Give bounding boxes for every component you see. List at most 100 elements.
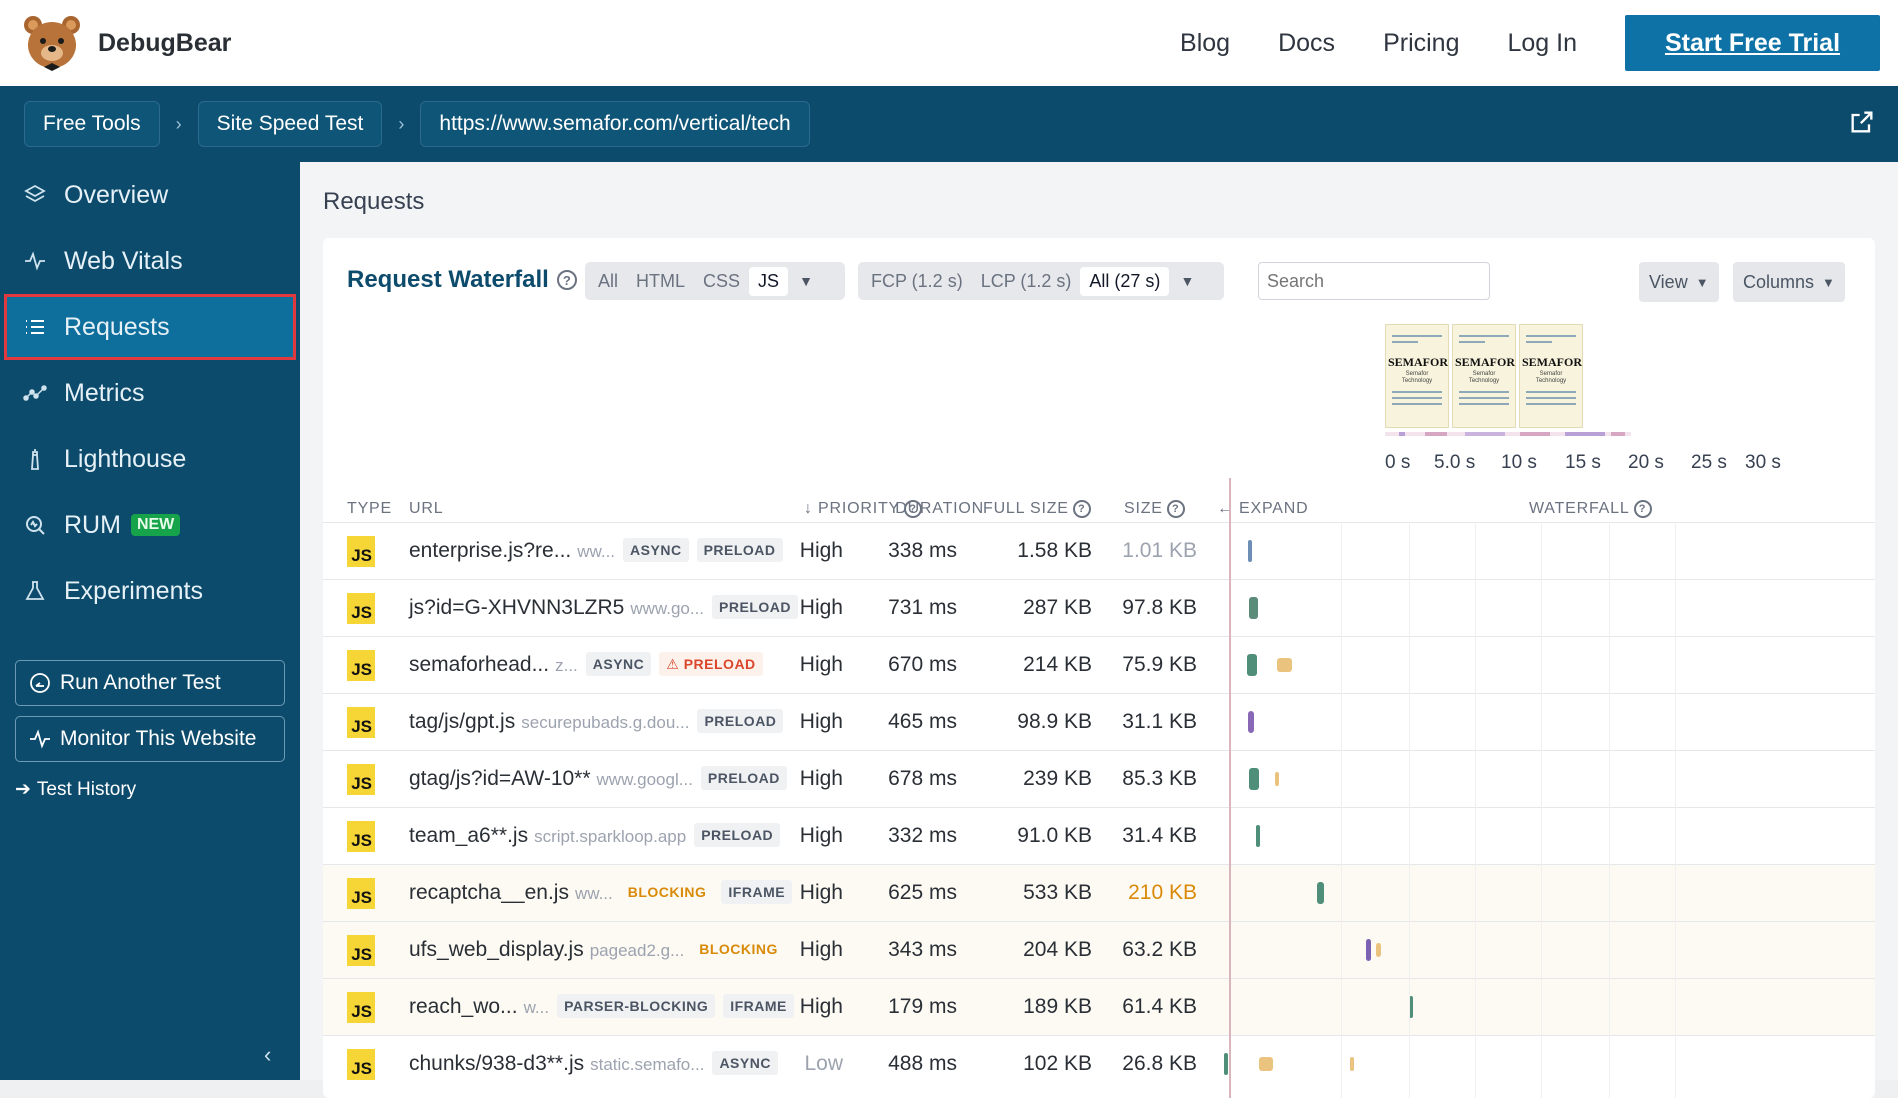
waterfall-bar[interactable]: [1376, 943, 1382, 957]
waterfall-bar[interactable]: [1274, 772, 1279, 786]
table-row[interactable]: JS recaptcha__en.js ww... BLOCKING IFRAME Hig…: [323, 864, 1875, 921]
time-filter: FCP (1.2 s) LCP (1.2 s) All (27 s) ▼: [858, 262, 1224, 300]
waterfall-bar[interactable]: [1259, 1057, 1274, 1071]
request-url[interactable]: team_a6**.js script.sparkloop.app PRELOAD: [409, 823, 781, 848]
waterfall-bar[interactable]: [1223, 1053, 1228, 1075]
breadcrumb-site-speed-test[interactable]: Site Speed Test: [197, 101, 383, 147]
time-axis-tick: 25 s: [1691, 452, 1727, 473]
request-host: static.semafo...: [590, 1055, 705, 1074]
request-priority: High: [799, 653, 843, 676]
request-url[interactable]: ufs_web_display.js pagead2.g... BLOCKING: [409, 938, 785, 962]
help-icon[interactable]: ?: [1166, 500, 1185, 518]
breadcrumb-tested-url[interactable]: https://www.semafor.com/vertical/tech: [420, 101, 810, 147]
waterfall-bar[interactable]: [1316, 882, 1325, 904]
request-duration: 488 ms: [888, 1052, 957, 1075]
nav-blog-link[interactable]: Blog: [1180, 28, 1231, 57]
request-url[interactable]: enterprise.js?re... ww... ASYNC PRELOAD: [409, 538, 783, 563]
collapse-sidebar-button[interactable]: ‹: [264, 1042, 272, 1067]
request-url[interactable]: reach_wo... w... PARSER-BLOCKING IFRAME: [409, 994, 794, 1019]
expand-waterfall-button[interactable]: ← EXPAND: [1217, 500, 1309, 517]
help-icon[interactable]: ?: [1633, 500, 1652, 518]
table-row[interactable]: JS chunks/938-d3**.js static.semafo... ASYN…: [323, 1035, 1875, 1092]
sidebar-item-metrics[interactable]: Metrics: [0, 360, 300, 426]
col-type[interactable]: TYPE: [347, 500, 392, 517]
new-badge: NEW: [130, 514, 181, 536]
start-free-trial-button[interactable]: Start Free Trial: [1625, 15, 1880, 71]
table-row[interactable]: JS tag/js/gpt.js securepubads.g.dou... PREL…: [323, 693, 1875, 750]
request-url[interactable]: js?id=G-XHVNN3LZR5 www.go... PRELOAD: [409, 595, 798, 620]
filmstrip-frame[interactable]: SEMAFOR Semafor Technology: [1385, 324, 1449, 428]
nav-pricing-link[interactable]: Pricing: [1383, 28, 1460, 57]
request-url[interactable]: tag/js/gpt.js securepubads.g.dou... PRELOA…: [409, 709, 784, 734]
table-row[interactable]: JS js?id=G-XHVNN3LZR5 www.go... PRELOAD High…: [323, 579, 1875, 636]
filter-all-time[interactable]: All (27 s): [1080, 266, 1170, 296]
sidebar-item-rum[interactable]: RUM NEW: [0, 492, 300, 558]
sidebar-item-requests[interactable]: Requests: [4, 294, 296, 360]
waterfall-bar[interactable]: [1409, 996, 1414, 1018]
sidebar-item-lighthouse[interactable]: Lighthouse: [0, 426, 300, 492]
col-priority[interactable]: ↓ PRIORITY ?: [804, 500, 923, 518]
waterfall-bar[interactable]: [1248, 711, 1255, 733]
table-row[interactable]: JS reach_wo... w... PARSER-BLOCKING IFRAME Hi…: [323, 978, 1875, 1035]
time-axis-tick: 20 s: [1628, 452, 1664, 473]
help-icon[interactable]: ?: [904, 500, 923, 518]
col-size[interactable]: SIZE ?: [1124, 500, 1185, 518]
brand[interactable]: DebugBear: [22, 13, 231, 73]
waterfall-bar[interactable]: [1248, 540, 1253, 562]
run-another-test-label: Run Another Test: [60, 671, 221, 694]
chevron-down-icon[interactable]: ▼: [1180, 273, 1195, 289]
help-icon[interactable]: ?: [556, 270, 577, 290]
waterfall-bar[interactable]: [1255, 825, 1260, 847]
filmstrip-frame[interactable]: SEMAFOR Semafor Technology: [1519, 324, 1583, 428]
nav-login-link[interactable]: Log In: [1507, 28, 1577, 57]
request-url[interactable]: semaforhead... z... ASYNC ⚠ PRELOAD: [409, 652, 763, 677]
request-url[interactable]: chunks/938-d3**.js static.semafo... ASYNC: [409, 1051, 778, 1076]
monitor-website-button[interactable]: Monitor This Website: [15, 716, 285, 762]
filter-html[interactable]: HTML: [636, 270, 686, 291]
sidebar-item-label: Lighthouse: [64, 444, 187, 473]
run-another-test-button[interactable]: Run Another Test: [15, 660, 285, 706]
filter-fcp[interactable]: FCP (1.2 s): [871, 270, 963, 291]
filter-css[interactable]: CSS: [703, 270, 741, 291]
table-row[interactable]: JS semaforhead... z... ASYNC ⚠ PRELOAD High 67…: [323, 636, 1875, 693]
test-history-link[interactable]: ➔ Test History: [15, 778, 300, 801]
table-row[interactable]: JS enterprise.js?re... ww... ASYNC PRELOAD Hi…: [323, 522, 1875, 579]
col-duration[interactable]: DURATION: [895, 500, 984, 517]
waterfall-bar[interactable]: [1246, 654, 1257, 676]
waterfall-bar[interactable]: [1349, 1057, 1354, 1071]
chevron-down-icon[interactable]: ▼: [799, 273, 813, 289]
request-tag: ⚠ PRELOAD: [659, 652, 763, 676]
filter-lcp[interactable]: LCP (1.2 s): [980, 270, 1072, 291]
search-input[interactable]: [1258, 262, 1490, 300]
waterfall-bar[interactable]: [1277, 658, 1293, 672]
sidebar-item-web-vitals[interactable]: Web Vitals: [0, 228, 300, 294]
nav-docs-link[interactable]: Docs: [1278, 28, 1336, 57]
view-dropdown[interactable]: View ▼: [1639, 262, 1719, 302]
columns-dropdown[interactable]: Columns ▼: [1733, 262, 1845, 302]
col-url[interactable]: URL: [409, 500, 444, 517]
breadcrumb-free-tools[interactable]: Free Tools: [24, 101, 160, 147]
pulse-icon: [28, 727, 52, 751]
table-row[interactable]: JS ufs_web_display.js pagead2.g... BLOCKING…: [323, 921, 1875, 978]
filmstrip-frame[interactable]: SEMAFOR Semafor Technology: [1452, 324, 1516, 428]
waterfall-bar[interactable]: [1249, 597, 1259, 619]
sidebar-item-experiments[interactable]: Experiments: [0, 558, 300, 624]
request-url[interactable]: recaptcha__en.js ww... BLOCKING IFRAME: [409, 880, 793, 905]
table-row[interactable]: JS team_a6**.js script.sparkloop.app PRELOA…: [323, 807, 1875, 864]
request-url[interactable]: gtag/js?id=AW-10** www.googl... PRELOAD: [409, 766, 787, 791]
external-link-icon[interactable]: [1848, 108, 1876, 136]
request-duration: 179 ms: [888, 995, 957, 1018]
filter-js[interactable]: JS: [749, 266, 789, 296]
sidebar-item-overview[interactable]: Overview: [0, 162, 300, 228]
waterfall-bar[interactable]: [1366, 939, 1372, 961]
request-tag: ASYNC: [585, 652, 652, 676]
table-row[interactable]: JS gtag/js?id=AW-10** www.googl... PRELOAD H…: [323, 750, 1875, 807]
filter-all[interactable]: All: [598, 270, 619, 291]
request-full-size: 533 KB: [1023, 881, 1092, 904]
request-file-name: enterprise.js?re...: [409, 539, 572, 562]
request-full-size: 98.9 KB: [1017, 710, 1092, 733]
help-icon[interactable]: ?: [1072, 500, 1091, 518]
col-waterfall[interactable]: WATERFALL ?: [1529, 500, 1652, 518]
waterfall-bar[interactable]: [1249, 768, 1260, 790]
col-full-size[interactable]: FULL SIZE ?: [983, 500, 1091, 518]
